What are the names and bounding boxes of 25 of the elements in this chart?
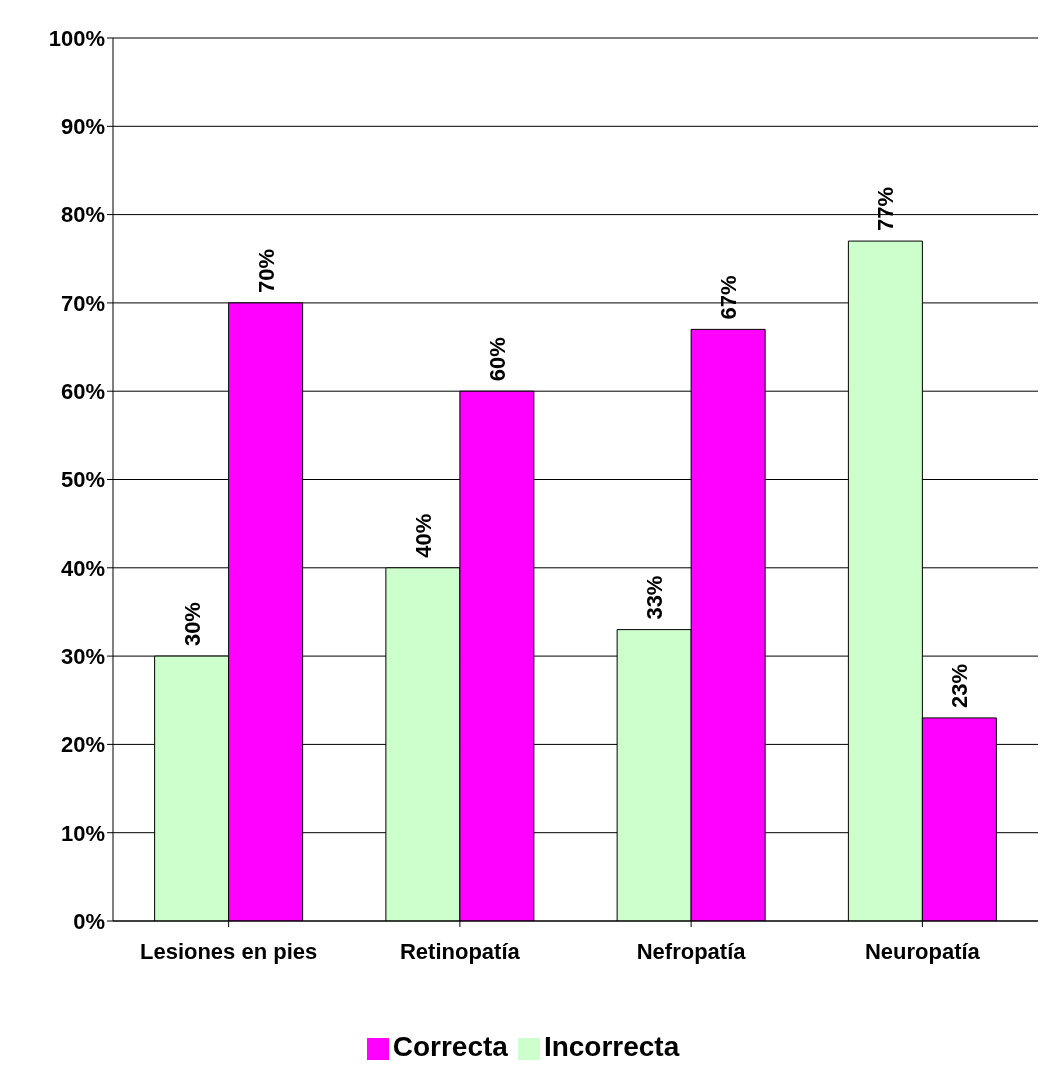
y-tick-label: 60% bbox=[60, 379, 105, 405]
y-tick-label: 0% bbox=[73, 908, 105, 934]
y-tick-label: 50% bbox=[60, 467, 105, 493]
x-tick-label: Nefropatía bbox=[636, 938, 747, 964]
y-tick-label: 90% bbox=[60, 114, 105, 140]
y-tick-label: 100% bbox=[48, 25, 105, 51]
y-tick-label: 30% bbox=[60, 643, 105, 669]
x-tick-label: Retinopatía bbox=[399, 938, 521, 964]
data-label: 40% bbox=[410, 513, 436, 558]
data-label: 70% bbox=[253, 248, 279, 293]
y-tick-label: 10% bbox=[60, 820, 105, 846]
data-label: 60% bbox=[484, 337, 510, 382]
data-label: 67% bbox=[716, 275, 742, 320]
data-label: 23% bbox=[947, 663, 973, 708]
y-tick-label: 40% bbox=[60, 555, 105, 581]
data-label: 30% bbox=[179, 602, 205, 647]
data-label: 33% bbox=[642, 575, 668, 620]
data-label: 77% bbox=[873, 187, 899, 232]
x-tick-label: Lesiones en pies bbox=[139, 938, 318, 964]
legend-label: Correcta bbox=[392, 1031, 508, 1062]
y-tick-label: 80% bbox=[60, 202, 105, 228]
y-tick-label: 20% bbox=[60, 732, 105, 758]
x-tick-label: Neuropatía bbox=[864, 938, 981, 964]
y-tick-label: 70% bbox=[60, 290, 105, 316]
legend-label: Incorrecta bbox=[543, 1031, 680, 1062]
